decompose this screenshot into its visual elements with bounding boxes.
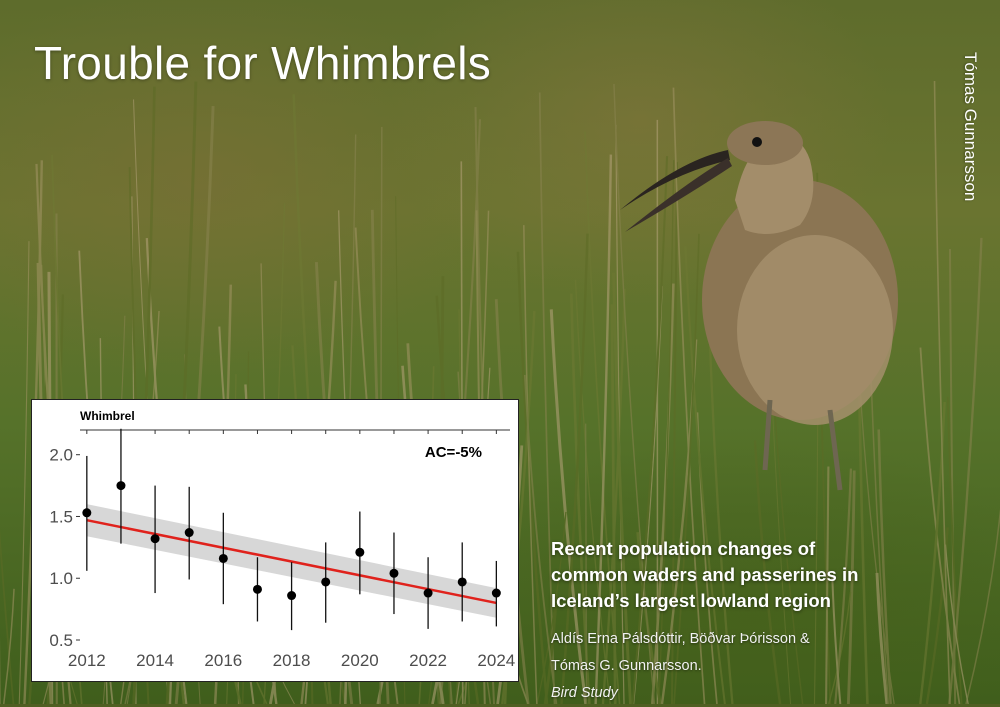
chart-title: Whimbrel [80, 409, 135, 423]
paper-title-line: Recent population changes of [551, 536, 981, 562]
data-point [355, 548, 364, 557]
data-point [424, 589, 433, 598]
paper-title-line: Iceland’s largest lowland region [551, 588, 981, 614]
x-tick-label: 2020 [341, 651, 379, 670]
y-tick-label: 1.5 [49, 507, 73, 526]
data-point [151, 534, 160, 543]
data-point [321, 577, 330, 586]
data-point [458, 577, 467, 586]
authors-line: Tómas G. Gunnarsson. [551, 653, 810, 680]
x-tick-label: 2024 [477, 651, 515, 670]
photo-credit: Tómas Gunnarsson [960, 52, 980, 201]
data-point [287, 591, 296, 600]
page-title: Trouble for Whimbrels [34, 36, 491, 90]
x-tick-label: 2018 [273, 651, 311, 670]
y-tick-label: 0.5 [49, 631, 73, 650]
x-tick-label: 2014 [136, 651, 174, 670]
authors-line: Aldís Erna Pálsdóttir, Böðvar Þórisson & [551, 626, 810, 653]
data-point [185, 528, 194, 537]
data-point [82, 508, 91, 517]
authors-line-2: Tómas G. Gunnarsson. Bird Study [551, 653, 810, 707]
chart-svg: Whimbrel AC=-5% 0.5 1.0 1.5 2.0 2012 2014 2016… [32, 400, 518, 681]
data-point [253, 585, 262, 594]
data-point [492, 589, 501, 598]
paper-title-line: common waders and passerines in [551, 562, 981, 588]
whimbrel-chart: Whimbrel AC=-5% 0.5 1.0 1.5 2.0 2012 2014 2016… [31, 399, 519, 682]
paper-authors: Aldís Erna Pálsdóttir, Böðvar Þórisson &… [551, 626, 810, 707]
x-tick-label: 2016 [204, 651, 242, 670]
chart-annotation: AC=-5% [425, 444, 482, 461]
data-point [389, 569, 398, 578]
data-point [116, 481, 125, 490]
journal-name: Bird Study [551, 685, 618, 701]
data-point [219, 554, 228, 563]
y-tick-label: 1.0 [49, 569, 73, 588]
x-tick-label: 2012 [68, 651, 106, 670]
paper-title: Recent population changes of common wade… [551, 536, 981, 614]
x-tick-label: 2022 [409, 651, 447, 670]
y-tick-label: 2.0 [49, 446, 73, 465]
